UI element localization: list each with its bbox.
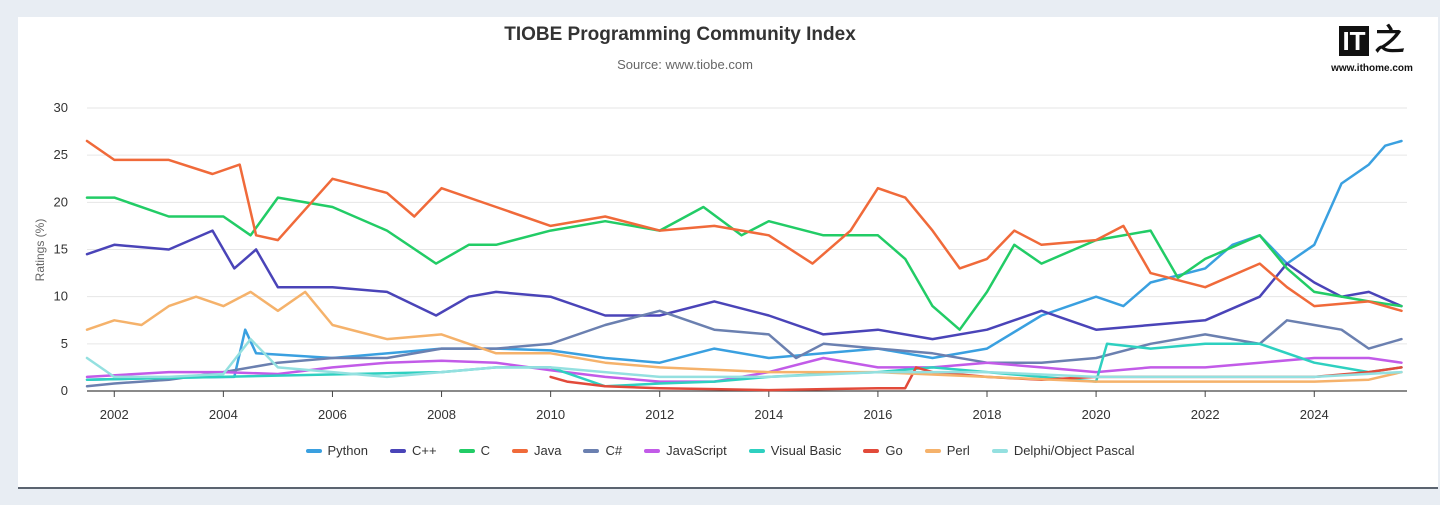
x-tick-label: 2014 (754, 407, 783, 422)
chart-title: TIOBE Programming Community Index (504, 24, 856, 45)
chart-legend: Python C++ C Java C# JavaScript Visual Basic Go… (0, 443, 1440, 458)
series-line-visual-basic (85, 342, 1403, 388)
y-axis-label: Ratings (%) (33, 219, 47, 282)
ithome-url: www.ithome.com (1331, 63, 1413, 74)
ithome-logo-glyph: 之 (1374, 24, 1405, 57)
legend-label: Delphi/Object Pascal (1013, 443, 1135, 458)
legend-swatch (305, 448, 322, 453)
y-tick-label: 25 (54, 147, 68, 162)
x-tick-label: 2004 (209, 407, 238, 422)
x-tick-label: 2008 (427, 407, 456, 422)
legend-item-java[interactable]: Java (511, 443, 562, 458)
x-tick-label: 2022 (1191, 407, 1220, 422)
y-tick-label: 20 (54, 194, 68, 209)
y-tick-label: 15 (54, 242, 68, 257)
legend-swatch (583, 448, 600, 453)
legend-label: Python (327, 443, 368, 458)
x-axis-ticks: 2002 2004 2006 2008 2010 2012 2014 2016 2018 2020… (100, 391, 1329, 422)
y-tick-label: 5 (61, 336, 68, 351)
x-tick-label: 2006 (318, 407, 347, 422)
legend-item-javascript[interactable]: JavaScript (644, 443, 727, 458)
y-tick-label: 30 (54, 100, 68, 115)
x-tick-label: 2016 (863, 407, 892, 422)
x-tick-label: 2012 (645, 407, 674, 422)
grid-lines (87, 107, 1407, 392)
legend-item-c[interactable]: C# (583, 443, 622, 458)
series-line-delphi-object-pascal (85, 337, 1403, 379)
ithome-logo-it: IT (1339, 26, 1369, 56)
x-tick-label: 2020 (1082, 407, 1111, 422)
x-tick-label: 2002 (100, 407, 129, 422)
legend-swatch (511, 448, 528, 453)
series-line-c (85, 309, 1403, 388)
ithome-logo: IT 之 (1326, 23, 1418, 59)
legend-item-delphi-object-pascal[interactable]: Delphi/Object Pascal (991, 443, 1135, 458)
series-line-c (85, 196, 1403, 331)
legend-label: C++ (412, 443, 437, 458)
legend-item-c[interactable]: C++ (390, 443, 437, 458)
legend-item-perl[interactable]: Perl (924, 443, 970, 458)
legend-swatch (458, 448, 475, 453)
legend-label: C (480, 443, 490, 458)
chart-subtitle: Source: www.tiobe.com (617, 57, 753, 72)
bottom-divider (18, 487, 1438, 489)
legend-item-python[interactable]: Python (305, 443, 368, 458)
legend-item-c[interactable]: C (458, 443, 490, 458)
ithome-watermark: IT 之 www.ithome.com (1326, 23, 1418, 75)
y-tick-label: 10 (54, 289, 68, 304)
legend-swatch (924, 448, 941, 453)
legend-item-go[interactable]: Go (863, 443, 903, 458)
legend-item-visual-basic[interactable]: Visual Basic (748, 443, 842, 458)
x-tick-label: 2010 (536, 407, 565, 422)
legend-label: C# (605, 443, 623, 458)
x-tick-label: 2018 (973, 407, 1002, 422)
series-line-java (85, 139, 1403, 313)
legend-label: Visual Basic (770, 443, 842, 458)
series-line-perl (85, 290, 1403, 383)
x-tick-label: 2024 (1300, 407, 1329, 422)
legend-swatch (390, 448, 406, 453)
legend-swatch (644, 448, 661, 453)
legend-swatch (748, 448, 765, 453)
legend-swatch (991, 448, 1008, 453)
y-tick-label: 0 (61, 383, 68, 398)
legend-label: Java (533, 443, 562, 458)
legend-label: Perl (946, 443, 970, 458)
series-lines (85, 139, 1403, 392)
legend-swatch (863, 448, 880, 453)
legend-label: JavaScript (666, 443, 727, 458)
legend-label: Go (885, 443, 903, 458)
series-line-c (85, 229, 1403, 341)
y-axis-ticks: 0 5 10 15 20 25 30 (54, 100, 68, 398)
